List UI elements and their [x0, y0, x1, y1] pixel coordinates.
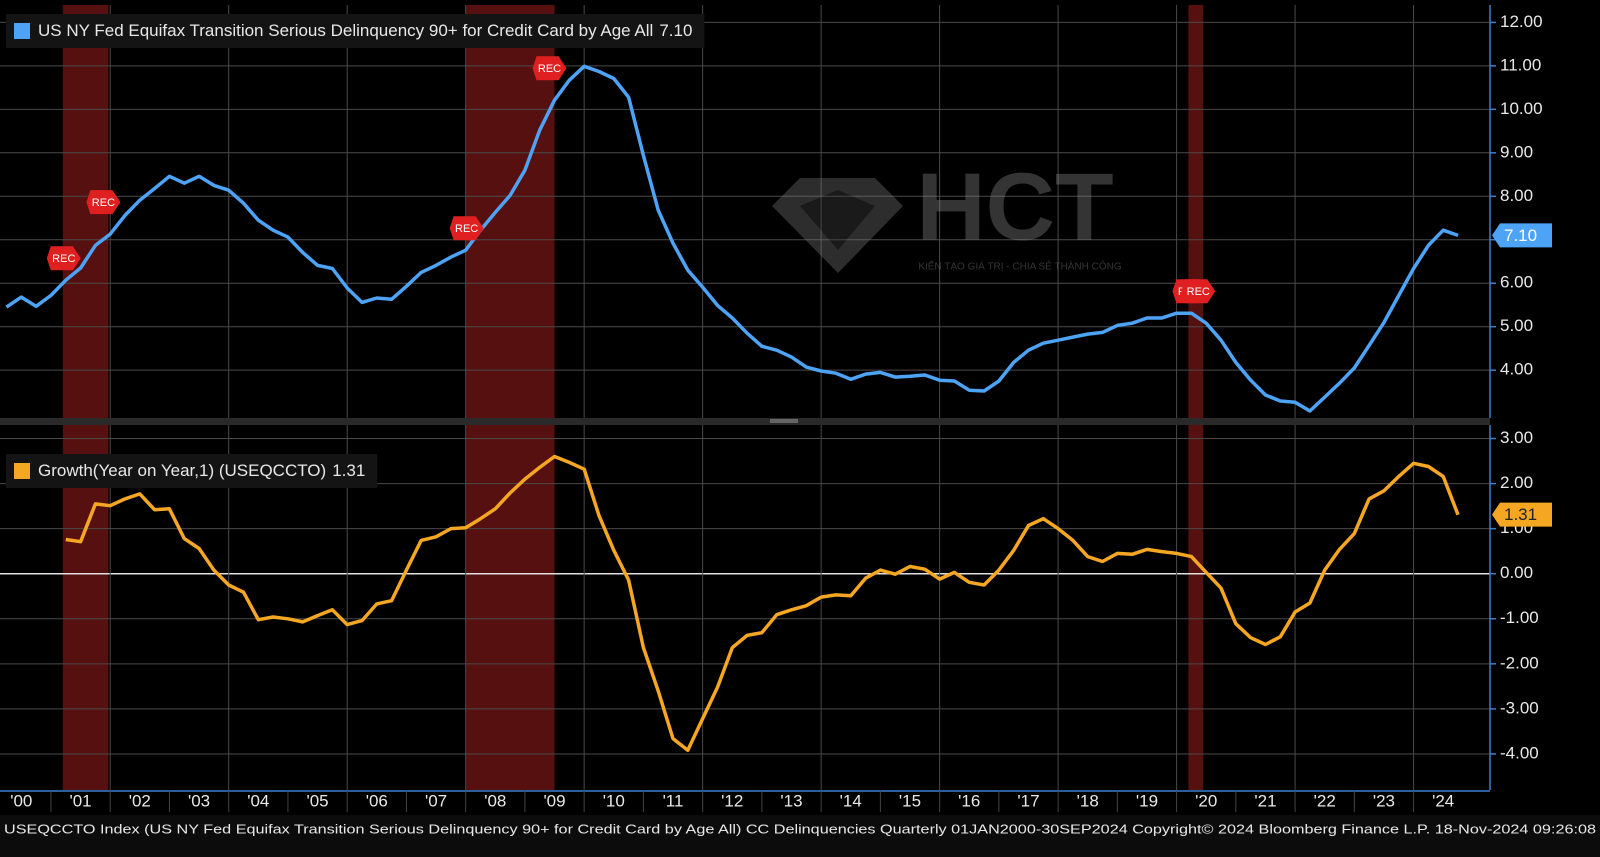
y-tick-label: 3.00	[1500, 428, 1533, 447]
recession-label: REC	[52, 253, 75, 265]
legend-value: 7.10	[659, 21, 692, 40]
watermark-logo-facet	[800, 190, 875, 250]
legend-entry: US NY Fed Equifax Transition Serious Del…	[38, 21, 692, 40]
recession-band	[1188, 5, 1204, 418]
recession-badge	[449, 216, 484, 241]
legend-name: US NY Fed Equifax Transition Serious Del…	[38, 21, 653, 40]
y-tick-label: 6.00	[1500, 273, 1533, 292]
x-tick-label: '11	[663, 791, 684, 810]
y-tick-label: -2.00	[1500, 653, 1539, 672]
x-tick-label: '12	[721, 791, 743, 810]
last-value-label: 1.31	[1504, 505, 1537, 524]
legend-background	[6, 14, 705, 48]
footer-band	[0, 815, 1600, 857]
recession-band	[1188, 425, 1204, 790]
y-tick-label: 0.00	[1500, 563, 1533, 582]
x-tick-label: '08	[484, 791, 506, 810]
recession-label: REC	[455, 223, 478, 235]
legend-name: Growth(Year on Year,1) (USEQCCTO)	[38, 461, 326, 480]
legend-swatch	[14, 463, 30, 479]
x-tick-label: '10	[603, 791, 625, 810]
x-tick-label: '04	[247, 791, 269, 810]
y-tick-label: 2.00	[1500, 473, 1533, 492]
watermark-logo	[772, 178, 903, 273]
panel-separator	[0, 418, 1490, 425]
x-tick-label: '18	[1077, 791, 1099, 810]
recession-badge	[532, 56, 567, 81]
y-tick-label: 4.00	[1500, 360, 1533, 379]
y-tick-label: 12.00	[1500, 12, 1543, 31]
last-value-label: 7.10	[1504, 226, 1537, 245]
x-tick-label: '14	[840, 791, 862, 810]
x-tick-label: '07	[425, 791, 447, 810]
x-tick-label: '16	[958, 791, 980, 810]
x-tick-label: '00	[10, 791, 32, 810]
y-tick-label: -1.00	[1500, 608, 1539, 627]
x-tick-label: '24	[1432, 791, 1454, 810]
footer: USEQCCTO Index (US NY Fed Equifax Transi…	[4, 822, 1596, 836]
x-tick-label: '02	[129, 791, 151, 810]
y-tick-label: -4.00	[1500, 743, 1539, 762]
watermark-subtitle: KIẾN TẠO GIÁ TRỊ - CHIA SẺ THÀNH CÔNG	[918, 260, 1122, 273]
y-tick-label: 11.00	[1500, 55, 1541, 74]
recession-badge	[86, 190, 121, 215]
series-line	[5, 64, 1459, 413]
recession-badge	[46, 246, 81, 271]
panel-handle	[770, 419, 798, 423]
watermark-title: HCT	[916, 153, 1113, 260]
watermark: HCT KIẾN TẠO GIÁ TRỊ - CHIA SẺ THÀNH CÔN…	[772, 153, 1122, 273]
recession-badge	[1181, 279, 1216, 304]
x-tick-label: '06	[366, 791, 388, 810]
last-value-badge	[1492, 223, 1552, 248]
x-tick-label: '21	[1254, 791, 1276, 810]
x-tick-label: '09	[543, 791, 565, 810]
legend-swatch	[14, 23, 30, 39]
y-tick-label: 5.00	[1500, 316, 1533, 335]
x-tick-label: '15	[899, 791, 921, 810]
x-tick-label: '20	[1195, 791, 1217, 810]
x-tick-label: '01	[69, 791, 91, 810]
series-line	[65, 454, 1460, 753]
x-tick-label: '13	[780, 791, 802, 810]
y-tick-label: -3.00	[1500, 698, 1539, 717]
x-tick-label: '03	[188, 791, 210, 810]
recession-label: REC	[1187, 286, 1210, 298]
x-tick-label: '23	[1373, 791, 1395, 810]
x-tick-label: '19	[1136, 791, 1158, 810]
last-value-badge	[1492, 502, 1552, 527]
recession-band	[465, 425, 555, 790]
y-tick-label: 9.00	[1500, 142, 1533, 161]
x-tick-label: '22	[1314, 791, 1336, 810]
y-tick-label: 10.00	[1500, 99, 1543, 118]
x-tick-label: '17	[1017, 791, 1039, 810]
x-tick-label: '05	[306, 791, 328, 810]
legend-entry: Growth(Year on Year,1) (USEQCCTO) 1.31	[38, 461, 365, 480]
y-tick-label: 8.00	[1500, 186, 1533, 205]
recession-label: REC	[92, 197, 115, 209]
legend-value: 1.31	[332, 461, 365, 480]
legend-background	[6, 454, 378, 488]
recession-label: REC	[538, 63, 561, 75]
